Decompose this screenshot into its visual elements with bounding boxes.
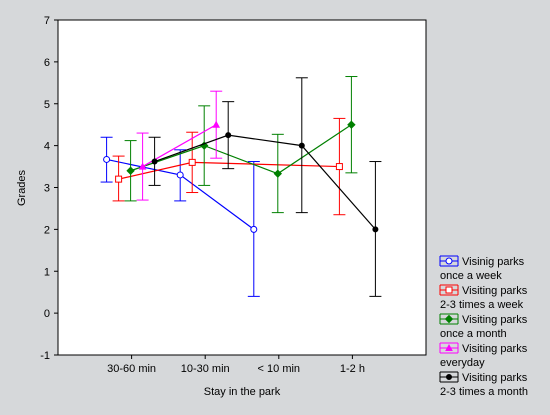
legend-item: Visiting parks 2-3 times a month <box>439 371 528 398</box>
legend-item: Visiting parks 2-3 times a week <box>439 284 528 311</box>
legend-label-line: Visinig parks <box>462 256 525 268</box>
data-point <box>298 142 305 149</box>
legend-marker <box>445 343 453 351</box>
series-3 <box>124 76 358 214</box>
x-axis: 30-60 min 10-30 min < 10 min 1-2 h <box>107 355 365 375</box>
data-point <box>103 155 111 163</box>
y-tick-label: 1 <box>44 266 50 278</box>
data-point <box>138 162 147 170</box>
legend-label-line: Visiting parks <box>462 314 528 326</box>
data-point <box>176 171 184 179</box>
legend-label-line: once a month <box>440 328 507 340</box>
data-point <box>126 166 135 175</box>
y-tick-label: 2 <box>44 224 50 236</box>
data-point <box>372 226 379 233</box>
data-point <box>250 225 258 233</box>
y-tick-label: 7 <box>44 15 50 27</box>
y-tick-label: 6 <box>44 57 50 69</box>
y-tick-label: -1 <box>40 350 50 362</box>
legend-marker <box>444 314 454 324</box>
y-tick-label: 0 <box>44 308 50 320</box>
data-point <box>151 158 158 165</box>
y-tick-label: 3 <box>44 183 50 195</box>
y-tick-label: 5 <box>44 99 50 111</box>
legend-label-line: Visiting parks <box>462 343 528 355</box>
legend-label: Visiting parks 2-3 times a month <box>440 372 528 398</box>
legend-label-line: once a week <box>440 270 502 282</box>
y-tick-label: 4 <box>44 141 50 153</box>
legend: Visinig parks once a week Visiting parks 2-… <box>439 255 528 398</box>
series-line <box>154 134 376 230</box>
x-tick-label: < 10 min <box>258 363 301 375</box>
legend-marker <box>446 374 452 380</box>
data-point <box>115 175 123 183</box>
x-tick-label: 10-30 min <box>181 363 230 375</box>
data-point <box>188 158 196 166</box>
x-tick-label: 30-60 min <box>107 363 156 375</box>
y-axis: -1 0 1 2 3 4 5 6 7 <box>40 15 58 362</box>
legend-label: Visiting parks 2-3 times a week <box>440 285 528 311</box>
legend-label-line: Visiting parks <box>462 285 528 297</box>
x-tick-label: 1-2 h <box>340 363 365 375</box>
series-line <box>130 124 352 175</box>
legend-label: Visiting parks everyday <box>440 343 528 369</box>
plot-area <box>57 19 427 356</box>
legend-label: Visiting parks once a month <box>440 314 528 340</box>
data-point <box>273 169 283 178</box>
legend-marker <box>445 257 453 265</box>
legend-item: Visiting parks everyday <box>439 342 528 369</box>
data-point <box>225 132 232 139</box>
legend-marker <box>445 286 453 294</box>
x-axis-title: Stay in the park <box>204 386 281 398</box>
legend-label-line: Visiting parks <box>462 372 528 384</box>
legend-item: Visinig parks once a week <box>439 255 525 282</box>
y-axis-title: Grades <box>16 169 28 206</box>
legend-item: Visiting parks once a month <box>439 313 528 340</box>
data-point <box>335 163 343 171</box>
series-layer <box>100 76 382 297</box>
legend-label-line: 2-3 times a week <box>440 299 524 311</box>
legend-label: Visinig parks once a week <box>440 256 525 282</box>
legend-label-line: 2-3 times a month <box>440 386 528 398</box>
data-point <box>212 120 221 128</box>
series-1 <box>100 136 260 297</box>
series-5 <box>148 77 382 297</box>
data-point <box>347 120 356 129</box>
legend-label-line: everyday <box>440 357 485 369</box>
